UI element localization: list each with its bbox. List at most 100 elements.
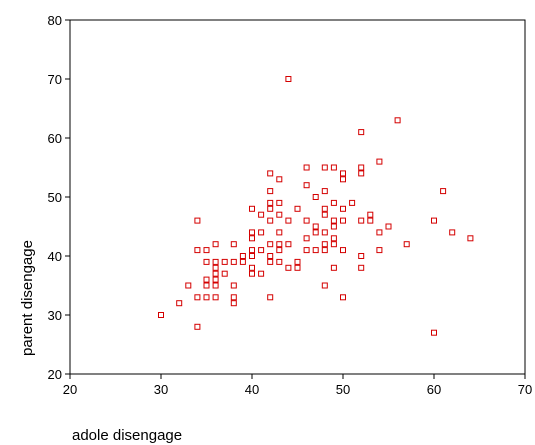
data-point: [330, 164, 337, 171]
data-point: [349, 199, 356, 206]
data-point: [403, 241, 410, 248]
data-point: [267, 205, 274, 212]
data-point: [239, 258, 246, 265]
data-point: [312, 229, 319, 236]
x-tick-label: 20: [63, 382, 77, 397]
data-point: [358, 264, 365, 271]
data-point: [267, 199, 274, 206]
data-point: [194, 294, 201, 301]
data-point: [249, 235, 255, 242]
data-point: [367, 211, 374, 218]
data-point: [449, 229, 456, 236]
data-point: [249, 247, 255, 254]
data-point: [467, 235, 474, 242]
data-point: [194, 323, 201, 330]
x-axis: 20 30 40 50 60 70: [63, 374, 532, 397]
data-point: [440, 188, 447, 195]
data-point: [321, 164, 328, 171]
data-point: [158, 312, 164, 318]
data-point: [212, 258, 219, 265]
y-tick-label: 60: [48, 131, 62, 146]
data-point: [185, 282, 192, 289]
data-point: [358, 170, 365, 177]
data-point: [321, 211, 328, 218]
y-tick-label: 20: [48, 367, 62, 382]
data-point: [376, 229, 383, 236]
data-point: [276, 258, 283, 265]
y-tick-label: 70: [48, 72, 62, 87]
data-point: [294, 264, 301, 271]
data-point: [249, 229, 255, 236]
data-point: [330, 199, 337, 206]
data-point: [267, 294, 274, 301]
data-point: [230, 282, 237, 289]
data-point: [321, 247, 328, 254]
data-point: [212, 264, 219, 271]
y-tick-label: 40: [48, 249, 62, 264]
y-axis: 20 30 40 50 60 70 80: [48, 13, 70, 382]
data-point: [258, 247, 265, 254]
data-point: [358, 253, 365, 259]
data-point: [358, 217, 365, 224]
data-point: [258, 270, 265, 277]
data-point: [312, 223, 319, 230]
data-point: [294, 205, 301, 212]
data-points: [158, 76, 474, 336]
data-point: [303, 247, 310, 254]
data-point: [330, 264, 337, 271]
data-point: [303, 164, 310, 171]
data-point: [212, 241, 219, 248]
data-point: [267, 217, 274, 224]
data-point: [340, 170, 346, 177]
data-point: [212, 282, 219, 289]
data-point: [285, 264, 292, 271]
data-point: [303, 217, 310, 224]
data-point: [431, 217, 437, 224]
data-point: [321, 229, 328, 236]
data-point: [212, 294, 219, 301]
data-point: [285, 241, 292, 248]
data-point: [312, 194, 319, 200]
data-point: [276, 229, 283, 236]
data-point: [321, 205, 328, 212]
plot-frame: [69, 19, 526, 375]
x-axis-title: adole disengage: [72, 427, 182, 444]
data-point: [340, 217, 346, 224]
data-point: [267, 188, 274, 195]
data-point: [221, 270, 228, 277]
data-point: [376, 158, 383, 165]
data-point: [294, 258, 301, 265]
data-point: [249, 270, 255, 277]
x-tick-label: 30: [154, 382, 168, 397]
data-point: [258, 211, 265, 218]
data-point: [249, 205, 255, 212]
data-point: [340, 294, 346, 301]
data-point: [303, 182, 310, 189]
data-point: [249, 253, 255, 259]
data-point: [230, 258, 237, 265]
data-point: [203, 294, 210, 301]
data-point: [267, 258, 274, 265]
y-tick-label: 30: [48, 308, 62, 323]
data-point: [267, 253, 274, 259]
data-point: [312, 247, 319, 254]
data-point: [276, 199, 283, 206]
data-point: [276, 176, 283, 183]
data-point: [340, 247, 346, 254]
data-point: [330, 241, 337, 248]
data-point: [239, 253, 246, 259]
data-point: [267, 241, 274, 248]
data-point: [321, 241, 328, 248]
data-point: [203, 282, 210, 289]
data-point: [431, 329, 437, 336]
data-point: [340, 176, 346, 183]
y-tick-label: 50: [48, 190, 62, 205]
data-point: [212, 270, 219, 277]
data-point: [285, 217, 292, 224]
data-point: [249, 264, 255, 271]
data-point: [303, 235, 310, 242]
data-point: [340, 205, 346, 212]
data-point: [194, 217, 201, 224]
data-point: [203, 276, 210, 283]
